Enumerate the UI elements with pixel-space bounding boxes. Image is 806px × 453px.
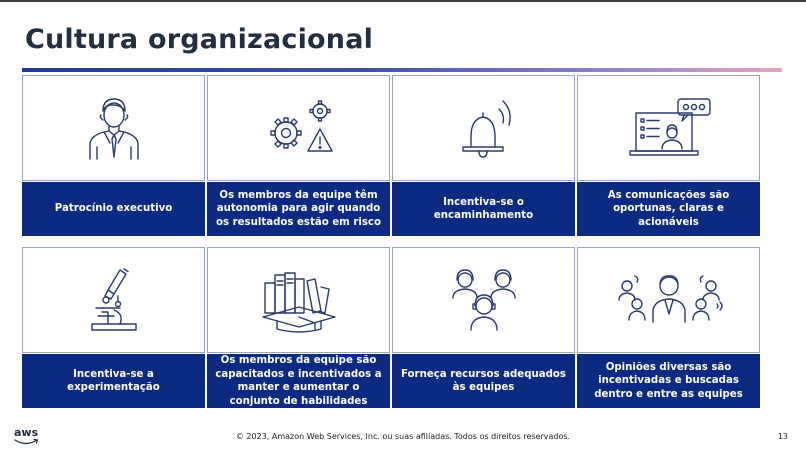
microscope-icon: [90, 268, 137, 331]
card-caption: Forneça recursos adequados às equipes: [392, 354, 575, 408]
card-caption: Incentiva-se a experimentação: [22, 354, 205, 408]
diverse-opinions-icon: [617, 275, 723, 323]
caption-text: Os membros da equipe têm autonomia para …: [216, 189, 381, 228]
card-executive-sponsorship: Patrocínio executivo: [22, 75, 205, 236]
card-caption: Os membros da equipe têm autonomia para …: [207, 182, 390, 236]
card-diverse-opinions: Opiniões diversas são incentivadas e bus…: [577, 247, 760, 408]
caption-text: Os membros da equipe são capacitados e i…: [215, 355, 382, 407]
gears-warning-icon: [269, 100, 333, 152]
aws-smile-icon: [14, 438, 39, 445]
card-autonomy: Os membros da equipe têm autonomia para …: [207, 75, 390, 236]
card-resources: Forneça recursos adequados às equipes: [392, 247, 575, 408]
headset-team-icon: [451, 269, 516, 331]
card-image: [392, 247, 575, 353]
title-rule: [22, 68, 782, 72]
caption-text: Incentiva-se a experimentação: [67, 368, 160, 394]
card-escalation: Incentiva-se o encaminhamento: [392, 75, 575, 236]
caption-text: Incentiva-se o encaminhamento: [433, 196, 534, 222]
executive-person-icon: [88, 98, 139, 160]
caption-text: Patrocínio executivo: [54, 203, 173, 215]
card-image: [22, 247, 205, 353]
aws-logo: aws: [14, 427, 40, 447]
card-caption: Patrocínio executivo: [22, 182, 205, 236]
card-image: [392, 75, 575, 181]
books-graduation-icon: [261, 272, 336, 333]
caption-text: Opiniões diversas são incentivadas e bus…: [594, 361, 743, 400]
aws-logo-text: aws: [14, 426, 39, 439]
card-image: [207, 75, 390, 181]
video-call-icon: [628, 98, 711, 156]
copyright-footer: © 2023, Amazon Web Services, Inc. ou sua…: [235, 432, 571, 441]
card-image: [22, 75, 205, 181]
card-caption: Opiniões diversas são incentivadas e bus…: [577, 354, 760, 408]
card-caption: As comunicações são oportunas, claras e …: [577, 182, 760, 236]
card-communications: As comunicações são oportunas, claras e …: [577, 75, 760, 236]
page-number: 13: [777, 432, 788, 441]
card-skills: Os membros da equipe são capacitados e i…: [207, 247, 390, 408]
card-image: [207, 247, 390, 353]
card-caption: Incentiva-se o encaminhamento: [392, 182, 575, 236]
top-border: [0, 0, 806, 2]
card-experimentation: Incentiva-se a experimentação: [22, 247, 205, 408]
card-image: [577, 75, 760, 181]
card-image: [577, 247, 760, 353]
slide-title: Cultura organizacional: [25, 24, 374, 55]
caption-text: Forneça recursos adequados às equipes: [401, 368, 566, 394]
caption-text: As comunicações são oportunas, claras e …: [607, 189, 730, 228]
card-caption: Os membros da equipe são capacitados e i…: [207, 354, 390, 408]
bell-icon: [461, 100, 511, 158]
